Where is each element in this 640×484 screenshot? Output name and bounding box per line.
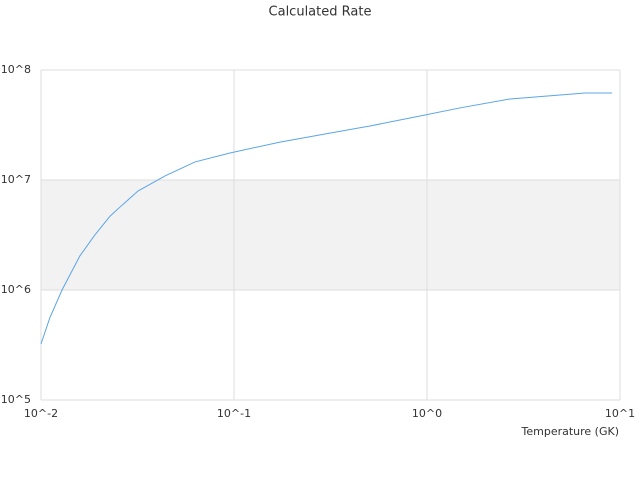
line-series [40,92,613,345]
y-tick-label: 10^6 [1,283,31,296]
x-tick-label: 10^1 [605,407,635,420]
y-tick-label: 10^7 [1,173,31,186]
x-tick-label: 10^-1 [217,407,251,420]
x-tick-label: 10^-2 [24,407,58,420]
y-tick-label: 10^8 [1,63,31,76]
x-tick-label: 10^0 [412,407,442,420]
chart-title: Calculated Rate [269,5,372,20]
y-tick-label: 10^5 [1,393,31,406]
grid-band [41,180,620,290]
x-axis-label: Temperature (GK) [521,425,620,438]
